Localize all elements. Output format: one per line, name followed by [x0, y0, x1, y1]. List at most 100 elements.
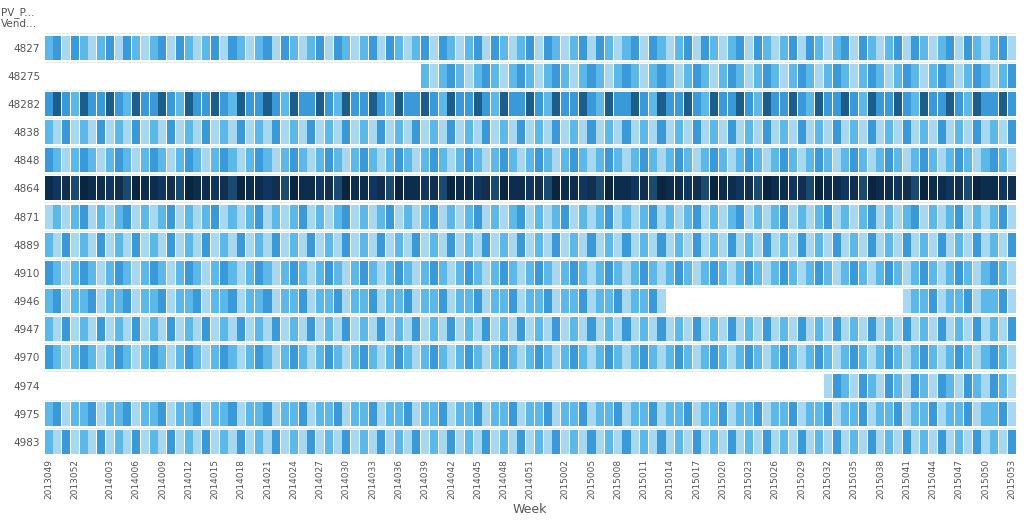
Bar	[806, 430, 814, 454]
Bar	[167, 430, 175, 454]
Bar	[981, 148, 989, 172]
Bar	[526, 120, 535, 144]
Bar	[921, 430, 928, 454]
Bar	[1008, 430, 1016, 454]
Bar	[640, 233, 648, 257]
Bar	[115, 92, 123, 116]
Bar	[359, 92, 368, 116]
Bar	[307, 176, 315, 200]
Bar	[351, 64, 359, 88]
Bar	[605, 36, 613, 60]
Bar	[798, 317, 806, 341]
Bar	[842, 64, 850, 88]
Bar	[272, 373, 281, 397]
Bar	[544, 317, 552, 341]
Bar	[474, 64, 481, 88]
Bar	[929, 373, 937, 397]
Bar	[290, 176, 298, 200]
Bar	[850, 176, 858, 200]
Bar	[325, 148, 333, 172]
Bar	[71, 120, 79, 144]
Bar	[316, 345, 324, 369]
Bar	[325, 261, 333, 285]
Bar	[763, 233, 771, 257]
Bar	[88, 92, 96, 116]
Bar	[902, 317, 910, 341]
Bar	[1008, 261, 1016, 285]
Bar	[623, 204, 631, 229]
Bar	[946, 289, 954, 313]
Bar	[403, 345, 412, 369]
Bar	[981, 64, 989, 88]
Bar	[596, 176, 604, 200]
Bar	[220, 120, 227, 144]
Bar	[351, 204, 359, 229]
Bar	[255, 120, 263, 144]
Bar	[964, 92, 972, 116]
Bar	[194, 148, 202, 172]
Bar	[859, 176, 867, 200]
Bar	[657, 92, 666, 116]
Bar	[806, 233, 814, 257]
Bar	[657, 64, 666, 88]
Bar	[105, 176, 114, 200]
Bar	[159, 120, 167, 144]
Bar	[833, 289, 841, 313]
Bar	[911, 176, 920, 200]
Bar	[220, 176, 227, 200]
Bar	[272, 402, 281, 426]
Bar	[649, 148, 656, 172]
Bar	[570, 430, 578, 454]
Bar	[194, 289, 202, 313]
Bar	[833, 373, 841, 397]
Bar	[246, 204, 254, 229]
Bar	[631, 120, 639, 144]
Bar	[500, 148, 508, 172]
Bar	[150, 289, 158, 313]
Bar	[798, 176, 806, 200]
Bar	[517, 373, 525, 397]
Bar	[561, 289, 569, 313]
Bar	[88, 36, 96, 60]
Bar	[657, 36, 666, 60]
Bar	[842, 261, 850, 285]
Bar	[97, 317, 105, 341]
Bar	[228, 345, 237, 369]
Bar	[359, 36, 368, 60]
Bar	[238, 402, 246, 426]
Bar	[509, 402, 517, 426]
Bar	[123, 373, 131, 397]
Bar	[526, 289, 535, 313]
Bar	[413, 402, 421, 426]
Bar	[710, 92, 718, 116]
Bar	[141, 317, 148, 341]
Bar	[290, 289, 298, 313]
Bar	[228, 317, 237, 341]
Bar	[902, 233, 910, 257]
Bar	[342, 261, 350, 285]
Bar	[964, 204, 972, 229]
Bar	[745, 317, 753, 341]
Bar	[456, 289, 464, 313]
Bar	[788, 64, 797, 88]
Bar	[369, 233, 377, 257]
Bar	[159, 92, 167, 116]
Bar	[430, 64, 438, 88]
Bar	[955, 36, 964, 60]
Bar	[272, 36, 281, 60]
Bar	[701, 64, 710, 88]
Bar	[867, 36, 876, 60]
Bar	[894, 64, 902, 88]
Bar	[220, 317, 227, 341]
Bar	[132, 120, 140, 144]
Bar	[421, 289, 429, 313]
Bar	[921, 64, 928, 88]
Bar	[132, 233, 140, 257]
Bar	[999, 317, 1007, 341]
Bar	[877, 92, 885, 116]
Bar	[167, 176, 175, 200]
Bar	[867, 430, 876, 454]
Bar	[421, 36, 429, 60]
Bar	[955, 402, 964, 426]
Bar	[184, 120, 193, 144]
